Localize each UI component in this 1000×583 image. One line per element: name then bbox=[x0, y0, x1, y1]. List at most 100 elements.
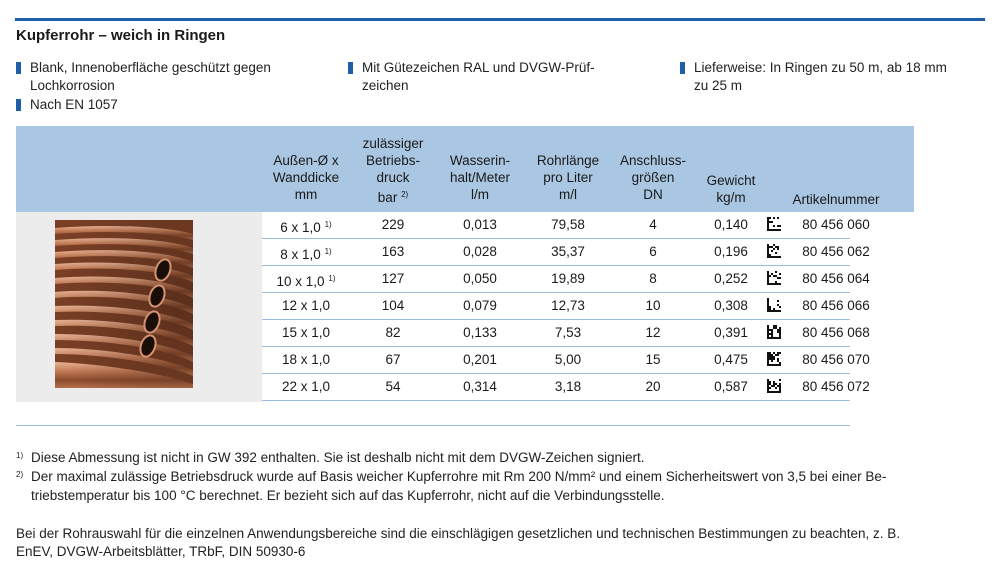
feature-item: Nach EN 1057 bbox=[16, 96, 340, 114]
header-line: Rohrlänge bbox=[536, 153, 600, 168]
cell-water-content-text: 0,079 bbox=[463, 298, 497, 313]
cell-article-number: 80 456 062 bbox=[780, 243, 892, 260]
header-line: Betriebs- bbox=[365, 153, 421, 168]
cell-pipe-length-text: 7,53 bbox=[554, 325, 582, 340]
cell-connection-size: 20 bbox=[608, 378, 698, 395]
cell-pipe-length-text: 12,73 bbox=[551, 298, 585, 313]
header-line: bar 2) bbox=[352, 186, 434, 206]
cell-size: 22 x 1,0 bbox=[262, 378, 350, 395]
cell-article-number-text: 80 456 070 bbox=[802, 352, 870, 367]
cell-water-content-text: 0,013 bbox=[463, 217, 497, 232]
cell-size-text: 8 x 1,0 bbox=[280, 247, 321, 262]
cell-weight: 0,196 bbox=[698, 243, 764, 260]
header-outer-diameter: Außen-Ø x Wanddicke mm bbox=[262, 152, 350, 203]
cell-article-number: 80 456 060 bbox=[780, 216, 892, 233]
cell-pressure-text: 127 bbox=[381, 271, 405, 286]
header-line: l/m bbox=[471, 187, 489, 202]
cell-weight: 0,140 bbox=[698, 216, 764, 233]
cell-pipe-length-text: 5,00 bbox=[554, 352, 582, 367]
cell-size: 8 x 1,0 1) bbox=[262, 243, 350, 263]
cell-article-number-text: 80 456 062 bbox=[802, 244, 870, 259]
cell-pressure: 82 bbox=[352, 324, 434, 341]
feature-item: Mit Gütezeichen RAL und DVGW-Prüf- zeich… bbox=[348, 59, 662, 95]
footnote-ref: 1) bbox=[324, 220, 332, 229]
table-bottom-rule bbox=[16, 425, 850, 426]
cell-weight-text: 0,587 bbox=[714, 379, 748, 394]
cell-connection-size-text: 10 bbox=[645, 298, 661, 313]
cell-size: 18 x 1,0 bbox=[262, 351, 350, 368]
cell-weight-text: 0,140 bbox=[714, 217, 748, 232]
cell-size-text: 10 x 1,0 bbox=[276, 274, 325, 289]
cell-water-content-text: 0,028 bbox=[463, 244, 497, 259]
cell-pressure-text: 67 bbox=[385, 352, 401, 367]
page-title: Kupferrohr – weich in Ringen bbox=[16, 27, 226, 44]
cell-size-text: 12 x 1,0 bbox=[281, 298, 331, 313]
row-divider bbox=[262, 319, 850, 320]
cell-weight: 0,587 bbox=[698, 378, 764, 395]
header-connection-size: Anschluss- größen DN bbox=[608, 152, 698, 203]
cell-weight-text: 0,196 bbox=[714, 244, 748, 259]
cell-pipe-length: 12,73 bbox=[528, 297, 608, 314]
cell-pipe-length: 79,58 bbox=[528, 216, 608, 233]
row-divider bbox=[262, 238, 850, 239]
header-line: zulässiger bbox=[362, 136, 424, 151]
header-line: kg/m bbox=[716, 190, 746, 205]
cell-article-number: 80 456 070 bbox=[780, 351, 892, 368]
cell-pipe-length-text: 79,58 bbox=[551, 217, 585, 232]
cell-weight-text: 0,308 bbox=[714, 298, 748, 313]
cell-weight-text: 0,391 bbox=[714, 325, 748, 340]
header-line: m/l bbox=[559, 187, 577, 202]
row-divider bbox=[262, 265, 850, 266]
header-line: halt/Meter bbox=[449, 170, 511, 185]
cell-weight: 0,252 bbox=[698, 270, 764, 287]
feature-line: zeichen bbox=[362, 78, 409, 93]
cell-pipe-length-text: 3,18 bbox=[554, 379, 582, 394]
cell-water-content-text: 0,201 bbox=[463, 352, 497, 367]
header-line: Artikelnummer bbox=[792, 192, 880, 207]
feature-line: Lochkorrosion bbox=[30, 78, 115, 93]
header-line: Außen-Ø x bbox=[273, 153, 339, 168]
cell-connection-size: 6 bbox=[608, 243, 698, 260]
cell-article-number-text: 80 456 072 bbox=[802, 379, 870, 394]
cell-pressure-text: 104 bbox=[381, 298, 405, 313]
header-line: DN bbox=[643, 187, 663, 202]
footnote-number: 1) bbox=[16, 451, 24, 460]
header-water-content: Wasserin- halt/Meter l/m bbox=[438, 152, 522, 203]
cell-connection-size: 8 bbox=[608, 270, 698, 287]
cell-pipe-length: 19,89 bbox=[528, 270, 608, 287]
header-line: Anschluss- bbox=[619, 153, 687, 168]
feature-item: Blank, Innenoberfläche geschützt gegen L… bbox=[16, 59, 340, 95]
header-pressure: zulässiger Betriebs- druck bar 2) bbox=[352, 135, 434, 206]
cell-pressure: 54 bbox=[352, 378, 434, 395]
cell-connection-size: 4 bbox=[608, 216, 698, 233]
header-weight: Gewicht kg/m bbox=[698, 172, 764, 206]
cell-water-content-text: 0,314 bbox=[463, 379, 497, 394]
cell-article-number-text: 80 456 068 bbox=[802, 325, 870, 340]
row-divider bbox=[262, 292, 850, 293]
cell-size: 10 x 1,0 1) bbox=[262, 270, 350, 290]
bullet-icon bbox=[348, 62, 353, 74]
cell-pipe-length: 35,37 bbox=[528, 243, 608, 260]
header-line: Gewicht bbox=[706, 173, 756, 188]
feature-line: Lieferweise: In Ringen zu 50 m, ab 18 mm bbox=[694, 60, 947, 75]
cell-pressure: 104 bbox=[352, 297, 434, 314]
data-matrix-code-icon bbox=[767, 271, 781, 285]
footnote-text: triebstemperatur bis 100 °C berechnet. E… bbox=[31, 488, 665, 503]
cell-article-number: 80 456 068 bbox=[780, 324, 892, 341]
cell-water-content: 0,079 bbox=[438, 297, 522, 314]
closing-line: Bei der Rohrauswahl für die einzelnen An… bbox=[16, 526, 901, 541]
cell-weight: 0,475 bbox=[698, 351, 764, 368]
cell-pressure: 229 bbox=[352, 216, 434, 233]
cell-pressure-text: 82 bbox=[385, 325, 401, 340]
cell-size: 15 x 1,0 bbox=[262, 324, 350, 341]
footnote-text: Diese Abmessung ist nicht in GW 392 enth… bbox=[31, 450, 645, 465]
data-matrix-code-icon bbox=[767, 352, 781, 366]
copper-coil-image bbox=[55, 220, 193, 388]
footnote-text: Der maximal zulässige Betriebsdruck wurd… bbox=[31, 469, 887, 484]
cell-weight: 0,391 bbox=[698, 324, 764, 341]
cell-article-number: 80 456 072 bbox=[780, 378, 892, 395]
header-line: mm bbox=[294, 187, 318, 202]
cell-pressure: 163 bbox=[352, 243, 434, 260]
cell-connection-size-text: 6 bbox=[649, 244, 657, 259]
cell-connection-size-text: 8 bbox=[649, 271, 657, 286]
